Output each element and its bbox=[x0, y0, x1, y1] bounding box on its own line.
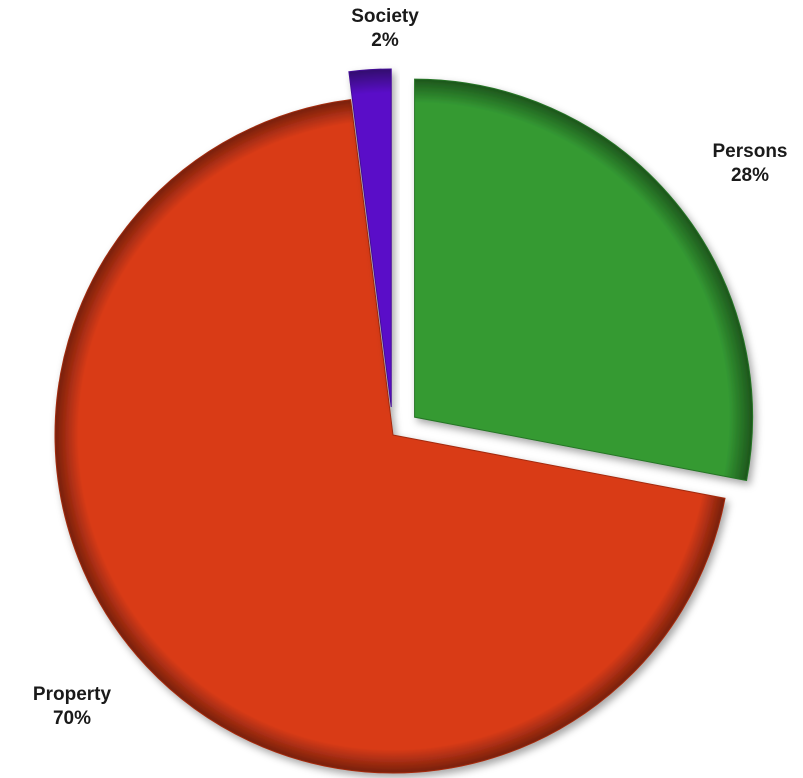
slice-percent-property: 70% bbox=[52, 708, 92, 729]
pie-slice-society bbox=[348, 68, 392, 408]
pie-slices bbox=[54, 68, 754, 774]
pie-slice-property bbox=[54, 99, 726, 774]
slice-name-society: Society bbox=[351, 6, 419, 27]
slice-name-persons: Persons bbox=[712, 141, 788, 162]
slice-label-society: Society 2% bbox=[351, 5, 419, 53]
slice-percent-persons: 28% bbox=[730, 165, 770, 186]
slice-label-persons: Persons 28% bbox=[713, 140, 788, 188]
slice-name-property: Property bbox=[32, 684, 112, 705]
slice-label-property: Property 70% bbox=[33, 683, 111, 731]
slice-percent-society: 2% bbox=[371, 30, 399, 51]
pie-slice-persons bbox=[414, 78, 754, 482]
